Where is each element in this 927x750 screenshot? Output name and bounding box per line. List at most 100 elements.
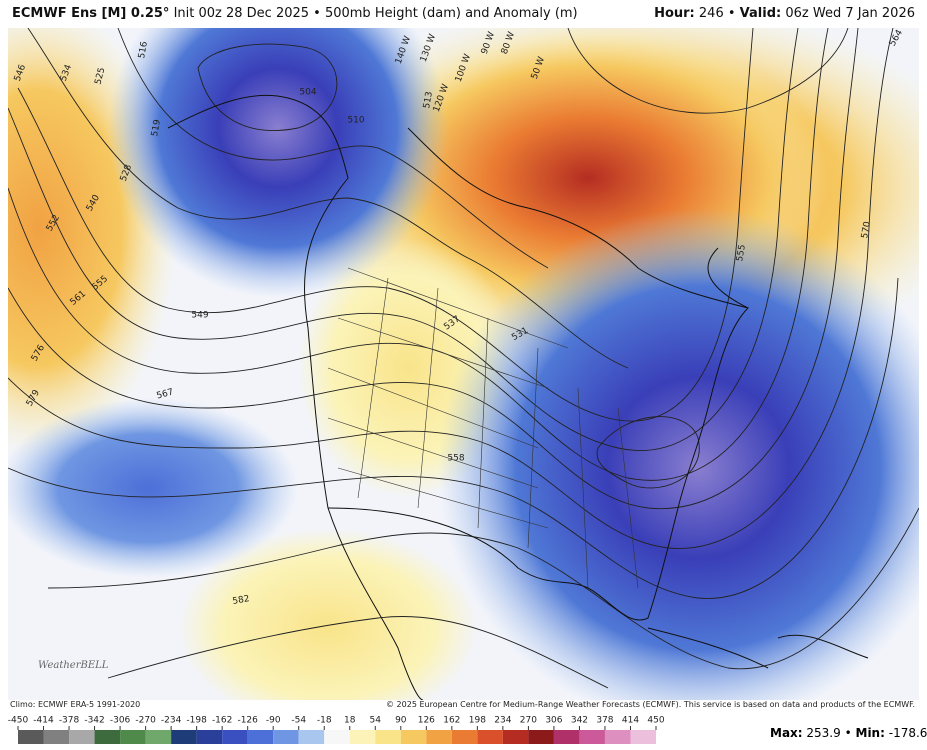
colorbar-segment — [579, 730, 605, 744]
colorbar-segment — [120, 730, 146, 744]
anomaly-trough — [438, 208, 919, 700]
climo: Climo: ECMWF ERA-5 1991-2020 — [10, 700, 141, 709]
colorbar-label: -54 — [291, 716, 306, 726]
header-left: ECMWF Ens [M] 0.25° Init 00z 28 Dec 2025… — [12, 6, 578, 21]
coastline — [647, 627, 869, 669]
colorbar-segment — [43, 730, 70, 744]
colorbar-segment — [630, 730, 656, 744]
init-text: Init 00z 28 Dec 2025 • 500mb Height (dam… — [173, 6, 578, 21]
contour-540 — [17, 28, 754, 422]
colorbar-label: -414 — [33, 716, 54, 726]
colorbar-label: 126 — [418, 716, 435, 726]
colorbar-label: -342 — [84, 716, 104, 726]
contour — [567, 28, 849, 114]
colorbar-segment — [247, 730, 274, 744]
colorbar-segment — [553, 730, 580, 744]
border — [327, 267, 639, 589]
contour-label: 516 — [137, 40, 150, 59]
coastline — [407, 127, 749, 309]
contour-label: 558 — [447, 454, 464, 464]
height-contours — [8, 28, 919, 689]
contour — [8, 28, 894, 549]
colorbar-label: 342 — [571, 716, 588, 726]
colorbar-label: 162 — [443, 716, 460, 726]
colorbar-label: -306 — [110, 716, 131, 726]
colorbar-segment — [400, 730, 427, 744]
anomaly-ridge — [178, 528, 478, 700]
colorbar-label: 450 — [647, 716, 664, 726]
colorbar-segment — [528, 730, 554, 744]
max: 253.9 — [806, 726, 841, 740]
contour-label: 549 — [191, 311, 208, 321]
contour — [197, 43, 338, 131]
contour — [47, 507, 919, 670]
colorbar-label: -18 — [317, 716, 332, 726]
colorbar-label: -90 — [266, 716, 281, 726]
colorbar-label: -270 — [135, 716, 156, 726]
colorbar-segment — [69, 730, 95, 744]
coastlines — [167, 94, 869, 700]
colorbar-segment — [196, 730, 223, 744]
colorbar-segment — [375, 730, 401, 744]
contour-label: 567 — [156, 387, 175, 401]
max-label: Max: — [770, 726, 803, 740]
colorbar-segment — [18, 730, 44, 744]
anomaly-shading — [8, 28, 919, 700]
colorbar-label: -198 — [186, 716, 207, 726]
contour-label: 582 — [232, 594, 251, 607]
logo: WeatherBELL — [38, 660, 109, 671]
header-right: Hour: 246 • Valid: 06z Wed 7 Jan 2026 — [654, 6, 915, 21]
colorbar-label: 18 — [344, 716, 356, 726]
contour — [107, 616, 609, 689]
colorbar-label: 198 — [469, 716, 486, 726]
colorbar-segment — [94, 730, 121, 744]
colorbar-segment — [451, 730, 478, 744]
colorbar-label: -378 — [59, 716, 80, 726]
colorbar-segment — [477, 730, 503, 744]
hour: 246 — [698, 6, 724, 21]
contour — [27, 28, 629, 369]
valid: 06z Wed 7 Jan 2026 — [785, 6, 915, 21]
colorbar-segment — [171, 730, 197, 744]
colorbar-label: 414 — [622, 716, 639, 726]
colorbar-label: 54 — [370, 716, 382, 726]
hour-label: Hour: — [654, 6, 695, 21]
contour — [596, 416, 700, 489]
colorbar-segment — [222, 730, 248, 744]
separator: • — [844, 726, 852, 740]
colorbar-label: 90 — [395, 716, 407, 726]
max-min: Max: 253.9 • Min: -178.6 — [770, 726, 927, 740]
contour — [8, 28, 829, 481]
colorbar-segment — [349, 730, 376, 744]
contour-label: 525 — [93, 67, 107, 86]
contour — [8, 277, 899, 599]
contour — [8, 28, 859, 510]
colorbar-segment — [324, 730, 350, 744]
colorbar-segment — [273, 730, 299, 744]
anomaly-trough — [108, 28, 448, 298]
colorbar-segment — [604, 730, 631, 744]
colorbar-label: 306 — [545, 716, 562, 726]
copyright: © 2025 European Centre for Medium-Range … — [386, 700, 915, 709]
min-label: Min: — [855, 726, 885, 740]
colorbar-label: -162 — [212, 716, 232, 726]
contour-label: 510 — [347, 116, 364, 126]
colorbar-label: 270 — [520, 716, 537, 726]
contour-label: 513 — [422, 91, 435, 110]
min: -178.6 — [888, 726, 927, 740]
colorbar-label: 234 — [494, 716, 511, 726]
colorbar-label: -126 — [237, 716, 258, 726]
contour-label: 519 — [150, 118, 163, 137]
colorbar-label: 378 — [596, 716, 613, 726]
model-name: ECMWF Ens [M] 0.25° — [12, 6, 170, 21]
coastline — [167, 94, 424, 700]
contour-label: 504 — [299, 88, 316, 98]
contour-label: 555 — [735, 244, 748, 263]
valid-label: Valid: — [739, 6, 782, 21]
colorbar-segment — [145, 730, 172, 744]
colorbar-segment — [298, 730, 325, 744]
colorbar-segment — [502, 730, 529, 744]
map: 546 534 5255165195285405525555615765795495… — [8, 28, 919, 700]
contour — [8, 28, 799, 451]
